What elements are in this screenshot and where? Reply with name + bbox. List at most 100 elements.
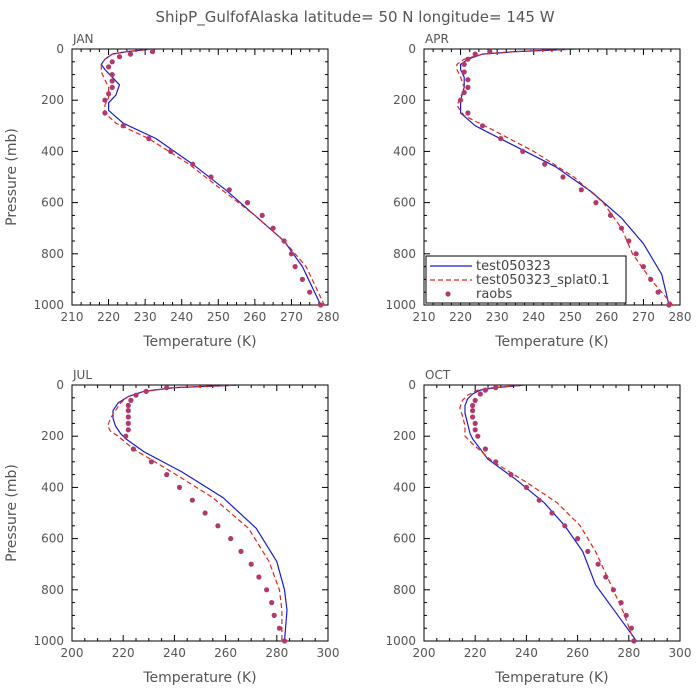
raobs-point — [578, 187, 584, 193]
y-tick-label: 1000 — [385, 298, 416, 312]
legend-label-raobs: raobs — [476, 287, 513, 302]
x-axis-label: Temperature (K) — [494, 334, 608, 350]
raobs-point — [226, 187, 232, 193]
raobs-point — [125, 420, 131, 426]
raobs-point — [299, 276, 305, 282]
x-tick-label: 250 — [207, 310, 230, 324]
y-tick-label: 400 — [41, 480, 64, 494]
x-tick-label: 220 — [449, 310, 472, 324]
x-tick-label: 270 — [632, 310, 655, 324]
x-tick-label: 200 — [61, 646, 84, 660]
x-tick-label: 280 — [669, 310, 692, 324]
raobs-point — [228, 536, 234, 542]
raobs-point — [461, 61, 467, 67]
raobs-point — [465, 56, 471, 62]
legend-marker-raobs — [445, 291, 451, 297]
raobs-point — [482, 446, 488, 452]
x-tick-label: 240 — [170, 310, 193, 324]
y-tick-label: 600 — [393, 196, 416, 210]
raobs-point — [493, 459, 499, 465]
legend-label-test050323: test050323 — [476, 259, 551, 274]
x-tick-label: 230 — [134, 310, 157, 324]
x-tick-label: 280 — [317, 310, 340, 324]
raobs-point — [593, 200, 599, 206]
raobs-point — [127, 51, 134, 57]
raobs-point — [542, 161, 548, 167]
raobs-point — [607, 212, 614, 218]
x-tick-label: 280 — [617, 646, 640, 660]
x-tick-label: 220 — [112, 646, 135, 660]
x-axis-label: Temperature (K) — [142, 334, 256, 350]
panel-apr: 210 220 230 240 250 260 270 280 0 200 400 600 800 100… — [385, 32, 691, 350]
y-tick-label: 800 — [41, 247, 64, 261]
x-tick-label: 240 — [163, 646, 186, 660]
raobs-point — [109, 84, 115, 90]
series-line-test050323-splat0-1 — [100, 49, 325, 305]
x-tick-label: 240 — [522, 310, 545, 324]
raobs-point — [125, 402, 131, 409]
raobs-point — [148, 459, 154, 465]
raobs-point — [626, 238, 632, 244]
y-tick-label: 800 — [41, 583, 64, 597]
raobs-point — [307, 289, 313, 295]
raobs-point — [120, 123, 126, 129]
raobs-point — [164, 472, 170, 478]
y-tick-label: 1000 — [33, 634, 64, 648]
raobs-point — [487, 49, 493, 55]
x-tick-label: 230 — [486, 310, 509, 324]
raobs-point — [461, 89, 467, 96]
raobs-point — [549, 510, 555, 516]
raobs-point — [109, 78, 115, 84]
panel-label-jan: JAN — [72, 32, 94, 46]
y-tick-label: 0 — [56, 42, 64, 56]
raobs-point — [482, 387, 488, 393]
raobs-point — [631, 638, 637, 644]
raobs-point — [143, 388, 149, 394]
raobs-point — [595, 561, 601, 567]
raobs-point — [666, 302, 672, 308]
x-tick-label: 250 — [559, 310, 582, 324]
raobs-point — [470, 408, 476, 414]
y-tick-label: 0 — [56, 378, 64, 392]
raobs-point — [470, 402, 476, 409]
raobs-point — [116, 54, 123, 60]
y-tick-label: 400 — [41, 144, 64, 158]
raobs-point — [479, 123, 486, 129]
raobs-point — [164, 385, 170, 391]
raobs-point — [465, 84, 471, 90]
legend-box — [425, 255, 627, 304]
y-tick-label: 200 — [41, 429, 64, 443]
raobs-point — [281, 638, 288, 644]
raobs-point — [508, 472, 514, 478]
raobs-point — [128, 397, 134, 403]
raobs-point — [189, 497, 195, 503]
series-line-test050323 — [464, 385, 637, 641]
raobs-point — [146, 136, 152, 142]
x-tick-label: 260 — [566, 646, 589, 660]
x-tick-label: 280 — [265, 646, 288, 660]
raobs-point — [292, 264, 298, 270]
raobs-point — [130, 446, 136, 452]
raobs-point — [270, 225, 276, 231]
x-tick-label: 210 — [413, 310, 436, 324]
raobs-point — [123, 433, 129, 439]
x-tick-label: 220 — [97, 310, 120, 324]
raobs-point — [603, 574, 609, 580]
x-tick-label: 200 — [413, 646, 436, 660]
panel-label-apr: APR — [425, 32, 449, 46]
raobs-point — [202, 510, 208, 516]
raobs-point — [655, 289, 661, 295]
x-tick-label: 240 — [515, 646, 538, 660]
raobs-point — [472, 51, 478, 57]
raobs-point — [618, 600, 624, 606]
raobs-point — [648, 276, 654, 282]
y-tick-label: 200 — [41, 93, 64, 107]
series-line-test050323-splat0-1 — [107, 385, 283, 641]
raobs-point — [208, 174, 214, 180]
raobs-point — [475, 433, 481, 439]
panel-oct: 200 220 240 260 280 300 0 200 400 600 800 1000 OCT Te… — [385, 368, 691, 686]
y-tick-label: 600 — [41, 532, 64, 546]
x-tick-label: 210 — [61, 310, 84, 324]
raobs-point — [244, 200, 251, 206]
